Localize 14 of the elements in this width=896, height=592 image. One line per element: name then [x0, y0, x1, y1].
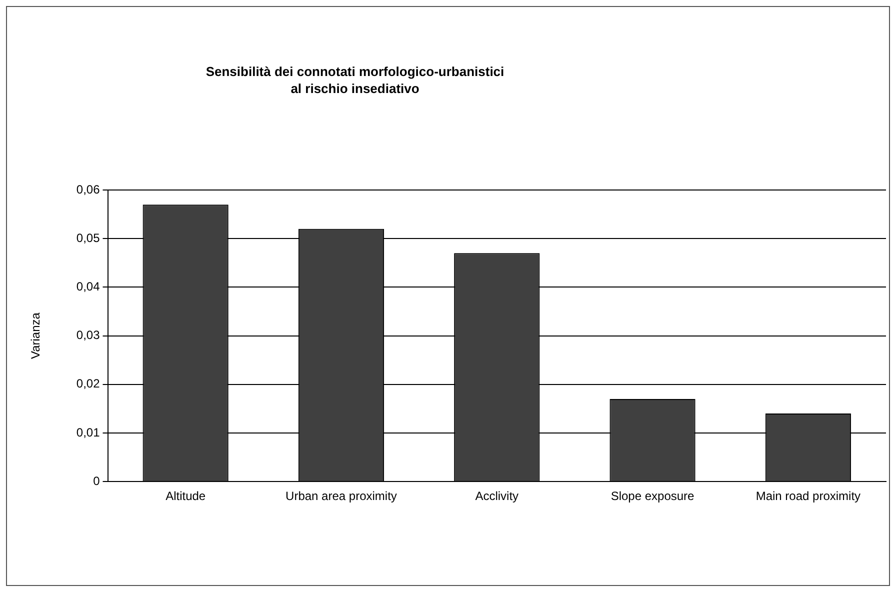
y-tick-label: 0,02	[76, 376, 100, 391]
y-tick-label: 0,04	[76, 280, 100, 294]
x-tick-label: Slope exposure	[610, 489, 695, 504]
y-tick-label: 0	[93, 474, 100, 488]
x-tick-label: Altitude	[166, 489, 206, 504]
y-tick-label: 0,06	[76, 182, 100, 196]
y-axis-title: Varianza	[28, 312, 43, 360]
x-tick-label: Acclivity	[475, 489, 519, 504]
x-tick-label: Urban area proximity	[286, 489, 397, 504]
x-tick-label: Main road proximity	[756, 489, 861, 504]
y-tick-label: 0,03	[76, 328, 100, 342]
y-tick-label: 0,05	[76, 230, 100, 245]
chart-title: Sensibilità dei connotati morfologico-urbanistici al rischio insediativo	[206, 64, 504, 96]
y-tick-label: 0,01	[76, 425, 100, 440]
